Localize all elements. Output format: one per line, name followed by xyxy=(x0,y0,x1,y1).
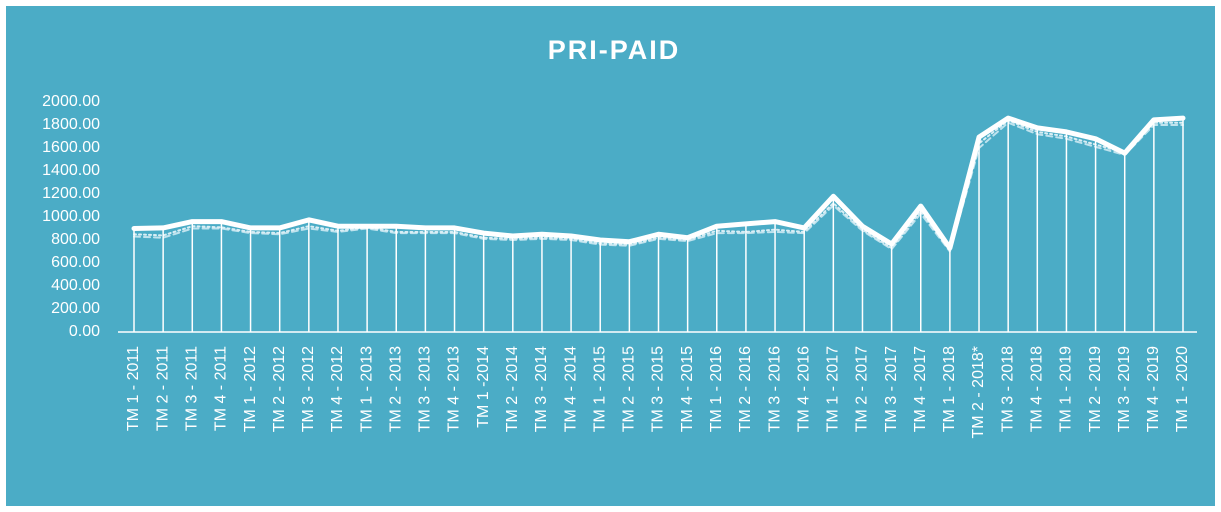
x-tick-label: TM 2 - 2019 xyxy=(1087,346,1104,432)
y-tick-label: 1000.00 xyxy=(42,208,100,225)
y-tick-label: 800.00 xyxy=(51,231,100,248)
y-tick-label: 200.00 xyxy=(51,300,100,317)
x-tick-label: TM 3 - 2017 xyxy=(883,346,900,432)
x-tick-label: TM 1 - 2015 xyxy=(591,346,608,432)
x-tick-label: TM 3 - 2016 xyxy=(766,346,783,432)
x-tick-label: TM 2 - 2018* xyxy=(970,346,987,438)
x-tick-label: TM 2 - 2013 xyxy=(387,346,404,432)
x-tick-label: TM 3 - 2013 xyxy=(417,346,434,432)
x-tick-label: TM 4 - 2013 xyxy=(446,346,463,432)
x-tick-label: TM 2 - 2014 xyxy=(504,346,521,432)
x-tick-label: TM 1 - 2013 xyxy=(358,346,375,432)
y-tick-label: 0.00 xyxy=(69,323,100,340)
x-tick-label: TM 4 - 2016 xyxy=(795,346,812,432)
x-tick-label: TM 3 - 2019 xyxy=(1116,346,1133,432)
x-tick-label: TM 1 - 2019 xyxy=(1058,346,1075,432)
y-tick-label: 600.00 xyxy=(51,254,100,271)
x-tick-label: TM 1 - 2012 xyxy=(242,346,259,432)
x-tick-label: TM 1 - 2017 xyxy=(825,346,842,432)
x-tick-label: TM 1 - 2011 xyxy=(125,346,142,431)
x-tick-label: TM 3 - 2014 xyxy=(533,346,550,432)
y-tick-label: 1600.00 xyxy=(42,139,100,156)
x-tick-label: TM 1 - 2020 xyxy=(1174,346,1191,432)
x-tick-label: TM 2 - 2016 xyxy=(737,346,754,432)
x-tick-label: TM 4 - 2012 xyxy=(329,346,346,432)
y-tick-label: 2000.00 xyxy=(42,93,100,110)
x-tick-label: TM 2 - 2017 xyxy=(854,346,871,432)
y-tick-label: 1400.00 xyxy=(42,162,100,179)
y-tick-label: 400.00 xyxy=(51,277,100,294)
x-tick-label: TM 3 - 2011 xyxy=(183,346,200,431)
x-tick-label: TM 4 - 2019 xyxy=(1145,346,1162,432)
chart-background xyxy=(6,6,1215,506)
y-tick-label: 1800.00 xyxy=(42,116,100,133)
series-line xyxy=(131,115,1186,251)
x-tick-label: TM 4 - 2017 xyxy=(912,346,929,432)
x-tick-label: TM 1 -2014 xyxy=(475,346,492,428)
x-tick-label: TM 1 - 2018 xyxy=(941,346,958,432)
x-tick-label: TM 3 - 2015 xyxy=(650,346,667,432)
x-tick-label: TM 1 - 2016 xyxy=(708,346,725,432)
x-tick-label: TM 2 - 2015 xyxy=(621,346,638,432)
x-tick-label: TM 3 - 2018 xyxy=(999,346,1016,432)
x-tick-label: TM 2 - 2012 xyxy=(271,346,288,432)
x-tick-label: TM 4 - 2011 xyxy=(213,346,230,431)
x-tick-label: TM 4 - 2015 xyxy=(679,346,696,432)
x-tick-label: TM 4 - 2018 xyxy=(1029,346,1046,432)
x-tick-label: TM 2 - 2011 xyxy=(154,346,171,431)
y-tick-label: 1200.00 xyxy=(42,185,100,202)
chart-title: PRI-PAID xyxy=(548,35,681,65)
x-tick-label: TM 3 - 2012 xyxy=(300,346,317,432)
x-tick-label: TM 4 - 2014 xyxy=(562,346,579,432)
